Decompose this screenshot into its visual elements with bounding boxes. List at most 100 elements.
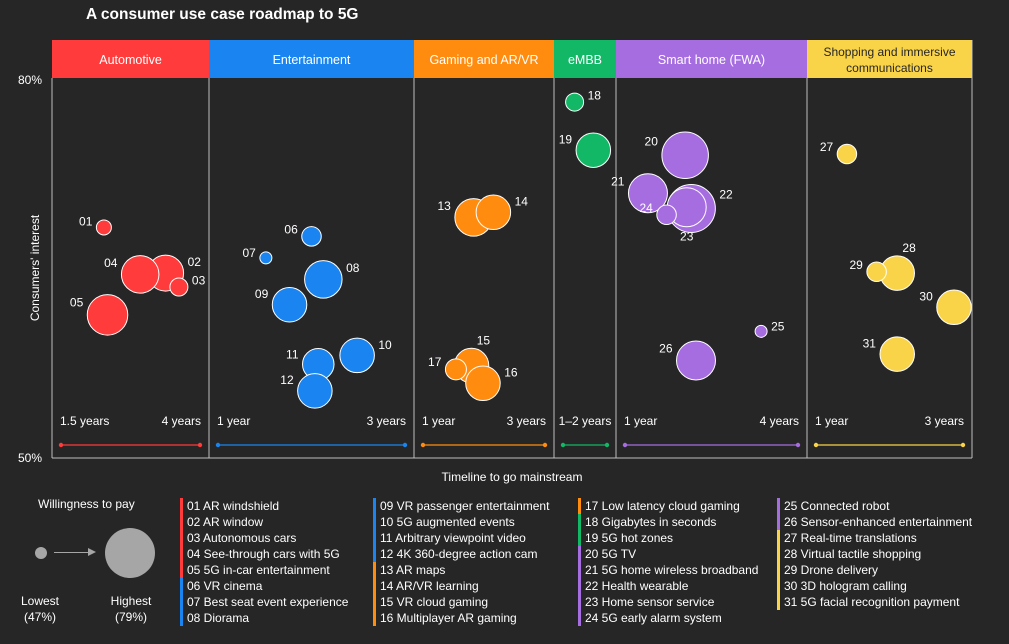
timeline-start-label: 1–2 years	[559, 414, 612, 428]
legend-item-label: 30 3D hologram calling	[784, 579, 907, 593]
size-legend-big-circle	[105, 528, 155, 578]
bubble-label-31: 31	[863, 337, 877, 351]
bubble-label-30: 30	[919, 290, 933, 304]
legend-item-label: 02 AR window	[187, 515, 264, 529]
legend-color-bar	[777, 498, 780, 514]
bubble-label-26: 26	[659, 342, 673, 356]
category-header-label: communications	[846, 61, 933, 75]
legend-color-bar	[373, 546, 376, 562]
timeline-dot-start	[813, 442, 819, 448]
bubble-label-16: 16	[504, 366, 518, 380]
size-legend-low: Lowest (47%)	[18, 593, 62, 625]
bubble-01	[95, 219, 112, 236]
legend-item: 29 Drone delivery	[777, 562, 972, 578]
legend-color-bar	[180, 530, 183, 546]
bubble-29	[866, 261, 887, 283]
bubble-label-23: 23	[680, 230, 694, 244]
timeline-dot-end	[197, 442, 203, 448]
bubble-20	[661, 131, 709, 180]
bubble-label-13: 13	[437, 199, 451, 213]
bubble-label-10: 10	[378, 338, 392, 352]
size-legend-title: Willingness to pay	[38, 497, 135, 511]
bubble-04	[120, 255, 160, 294]
bubble-08	[304, 260, 343, 299]
y-axis-bottom-label: 50%	[18, 451, 42, 465]
legend-item: 10 5G augmented events	[373, 514, 549, 530]
timeline-dot-start	[622, 442, 628, 448]
legend-color-bar	[373, 530, 376, 546]
timeline-dot-end	[795, 442, 801, 448]
legend-item-label: 24 5G early alarm system	[585, 611, 722, 625]
timeline-start-label: 1.5 years	[60, 414, 109, 428]
size-legend-high: Highest (79%)	[104, 593, 158, 625]
bubble-label-03: 03	[192, 274, 206, 288]
bubble-label-05: 05	[70, 296, 84, 310]
legend-item-label: 19 5G hot zones	[585, 531, 674, 545]
legend-color-bar	[373, 514, 376, 530]
legend-item-label: 25 Connected robot	[784, 499, 890, 513]
legend-item: 11 Arbitrary viewpoint video	[373, 530, 549, 546]
legend-item: 08 Diorama	[180, 610, 348, 626]
timeline-dot-start	[420, 442, 426, 448]
legend-color-bar	[180, 594, 183, 610]
legend-color-bar	[777, 530, 780, 546]
category-header-4	[616, 40, 807, 78]
legend-item: 17 Low latency cloud gaming	[578, 498, 758, 514]
legend-color-bar	[578, 562, 581, 578]
legend-item: 19 5G hot zones	[578, 530, 758, 546]
legend-color-bar	[578, 546, 581, 562]
legend-column: 17 Low latency cloud gaming 18 Gigabytes …	[578, 498, 758, 626]
category-header-2	[414, 40, 554, 78]
legend-item: 25 Connected robot	[777, 498, 972, 514]
bubble-24	[656, 204, 677, 226]
timeline-dot-end	[402, 442, 408, 448]
legend-color-bar	[373, 610, 376, 626]
legend-color-bar	[180, 578, 183, 594]
legend-item-label: 15 VR cloud gaming	[380, 595, 489, 609]
legend-item-label: 12 4K 360-degree action cam	[380, 547, 538, 561]
legend-item: 07 Best seat event experience	[180, 594, 348, 610]
legend-item-label: 31 5G facial recognition payment	[784, 595, 960, 609]
bubble-label-11: 11	[286, 347, 299, 361]
legend-color-bar	[777, 562, 780, 578]
bubble-label-20: 20	[645, 135, 659, 149]
bubble-label-15: 15	[477, 333, 491, 347]
category-header-5	[807, 40, 972, 78]
legend-item-label: 14 AR/VR learning	[380, 579, 479, 593]
legend-item: 22 Health wearable	[578, 578, 758, 594]
bubble-label-09: 09	[255, 287, 269, 301]
bubble-label-04: 04	[104, 256, 118, 270]
bubble-26	[676, 340, 716, 381]
legend-color-bar	[578, 514, 581, 530]
legend-item-label: 08 Diorama	[187, 611, 250, 625]
legend-item-label: 21 5G home wireless broadband	[585, 563, 759, 577]
legend-item: 30 3D hologram calling	[777, 578, 972, 594]
legend-item-label: 01 AR windshield	[187, 499, 280, 513]
bubble-07	[259, 251, 273, 265]
legend-color-bar	[180, 562, 183, 578]
legend-color-bar	[373, 594, 376, 610]
legend-column: 09 VR passenger entertainment 10 5G augme…	[373, 498, 549, 626]
timeline-end-label: 3 years	[367, 414, 406, 428]
legend-item-label: 16 Multiplayer AR gaming	[380, 611, 517, 625]
legend-item: 01 AR windshield	[180, 498, 348, 514]
legend-item-label: 09 VR passenger entertainment	[380, 499, 550, 513]
bubble-label-24: 24	[639, 201, 653, 215]
bubble-30	[936, 289, 972, 326]
bubble-09	[271, 286, 308, 323]
bubble-label-18: 18	[588, 89, 602, 103]
y-axis-top-label: 80%	[18, 73, 42, 87]
size-legend-arrow	[54, 552, 88, 553]
bubble-label-21: 21	[611, 175, 625, 189]
legend-item: 16 Multiplayer AR gaming	[373, 610, 549, 626]
legend-item: 26 Sensor-enhanced entertainment	[777, 514, 972, 530]
size-legend-high-value: (79%)	[114, 610, 147, 624]
legend-item-label: 03 Autonomous cars	[187, 531, 297, 545]
size-legend-low-value: (47%)	[23, 610, 56, 624]
bubble-label-27: 27	[820, 140, 834, 154]
bubble-label-19: 19	[559, 133, 573, 147]
bubble-17	[444, 358, 467, 381]
bubble-label-22: 22	[719, 187, 733, 201]
bubble-label-02: 02	[188, 255, 202, 269]
legend-item-label: 28 Virtual tactile shopping	[784, 547, 922, 561]
